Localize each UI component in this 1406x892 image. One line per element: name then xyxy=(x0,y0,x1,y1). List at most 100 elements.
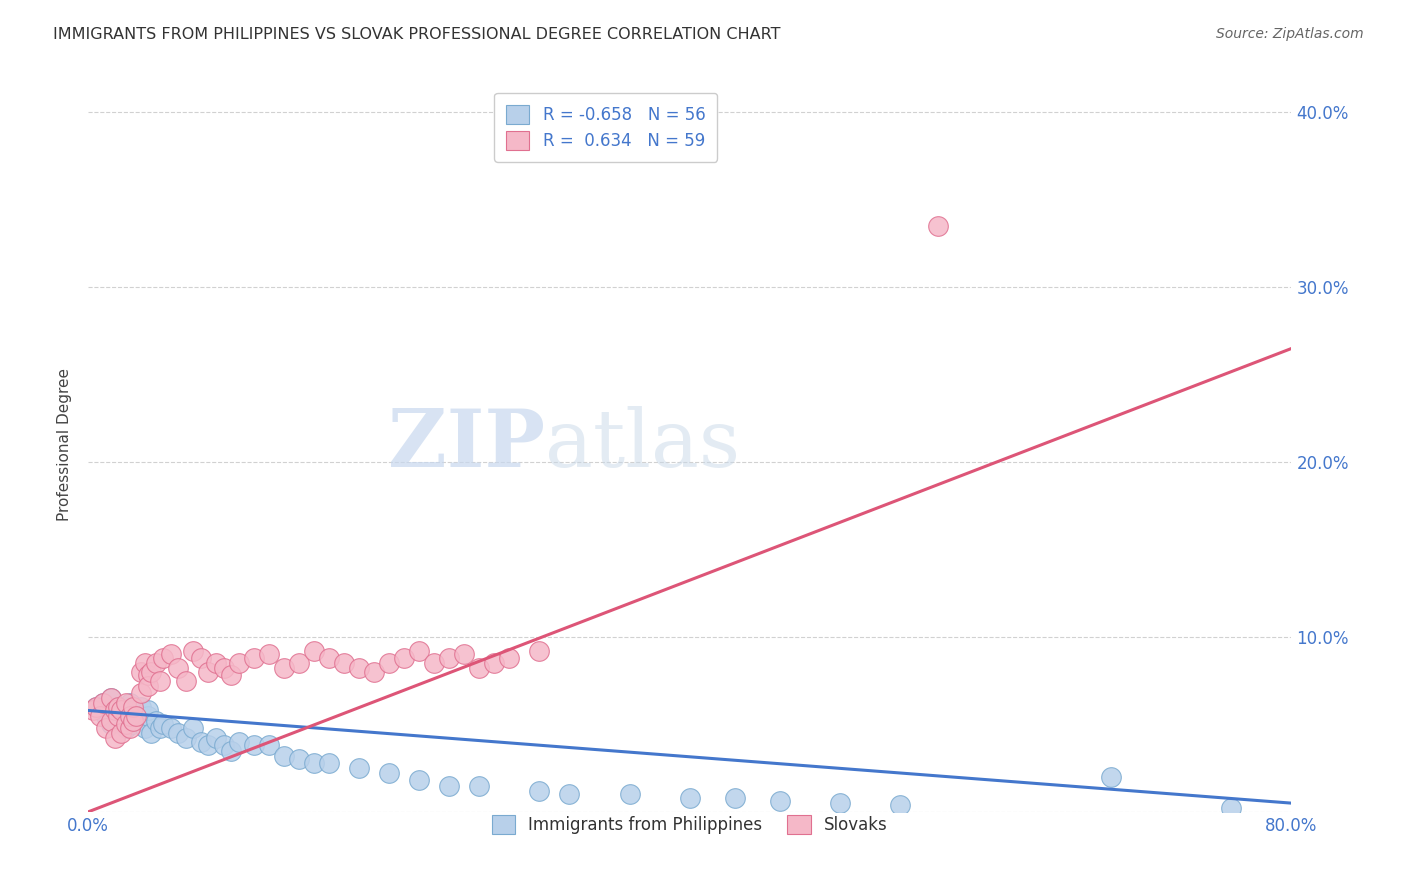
Point xyxy=(190,651,212,665)
Point xyxy=(453,648,475,662)
Point xyxy=(484,657,506,671)
Point xyxy=(91,697,114,711)
Y-axis label: Professional Degree: Professional Degree xyxy=(58,368,72,521)
Point xyxy=(529,644,551,658)
Point xyxy=(125,708,148,723)
Point xyxy=(114,717,136,731)
Text: IMMIGRANTS FROM PHILIPPINES VS SLOVAK PROFESSIONAL DEGREE CORRELATION CHART: IMMIGRANTS FROM PHILIPPINES VS SLOVAK PR… xyxy=(53,27,780,42)
Point xyxy=(378,657,401,671)
Point xyxy=(318,756,340,770)
Point xyxy=(242,739,264,753)
Point xyxy=(120,721,142,735)
Point xyxy=(219,744,242,758)
Point xyxy=(1220,801,1243,815)
Point xyxy=(174,731,197,746)
Text: Source: ZipAtlas.com: Source: ZipAtlas.com xyxy=(1216,27,1364,41)
Point xyxy=(104,731,127,746)
Point xyxy=(96,708,118,723)
Point xyxy=(205,731,228,746)
Point xyxy=(122,717,145,731)
Text: atlas: atlas xyxy=(546,406,741,483)
Point xyxy=(927,219,949,233)
Point xyxy=(104,703,127,717)
Point xyxy=(347,661,370,675)
Point xyxy=(100,691,122,706)
Point xyxy=(468,779,491,793)
Point xyxy=(100,717,122,731)
Point xyxy=(287,752,309,766)
Point xyxy=(136,703,159,717)
Point xyxy=(145,714,167,728)
Point xyxy=(363,665,385,679)
Point xyxy=(889,797,911,812)
Point xyxy=(830,796,852,810)
Point xyxy=(110,708,132,723)
Point xyxy=(183,644,205,658)
Point xyxy=(107,708,129,723)
Point xyxy=(347,761,370,775)
Point xyxy=(134,657,156,671)
Point xyxy=(423,657,446,671)
Point xyxy=(333,657,356,671)
Point xyxy=(122,714,145,728)
Point xyxy=(152,651,174,665)
Point xyxy=(190,735,212,749)
Point xyxy=(160,648,183,662)
Point xyxy=(205,657,228,671)
Point xyxy=(89,708,111,723)
Point xyxy=(378,766,401,780)
Point xyxy=(529,784,551,798)
Point xyxy=(149,721,172,735)
Point xyxy=(219,668,242,682)
Point xyxy=(197,665,219,679)
Point xyxy=(769,794,792,808)
Point xyxy=(619,788,641,802)
Point xyxy=(84,700,107,714)
Point xyxy=(84,700,107,714)
Point xyxy=(257,648,280,662)
Point xyxy=(302,644,325,658)
Point xyxy=(134,721,156,735)
Point xyxy=(1099,770,1122,784)
Point xyxy=(149,673,172,688)
Point xyxy=(122,703,145,717)
Point xyxy=(114,700,136,714)
Point xyxy=(197,739,219,753)
Point xyxy=(100,714,122,728)
Point xyxy=(392,651,415,665)
Point xyxy=(302,756,325,770)
Point xyxy=(437,651,460,665)
Point xyxy=(110,703,132,717)
Point xyxy=(129,686,152,700)
Point xyxy=(129,700,152,714)
Point xyxy=(408,773,430,788)
Point xyxy=(129,708,152,723)
Point xyxy=(145,657,167,671)
Point xyxy=(228,657,250,671)
Point xyxy=(273,661,295,675)
Point xyxy=(174,673,197,688)
Text: ZIP: ZIP xyxy=(388,406,546,483)
Point xyxy=(136,679,159,693)
Point xyxy=(257,739,280,753)
Point xyxy=(183,721,205,735)
Point xyxy=(212,661,235,675)
Point xyxy=(498,651,520,665)
Point xyxy=(318,651,340,665)
Point xyxy=(122,700,145,714)
Point xyxy=(141,665,163,679)
Point xyxy=(167,726,190,740)
Point xyxy=(136,708,159,723)
Point xyxy=(242,651,264,665)
Point xyxy=(468,661,491,675)
Point xyxy=(120,708,142,723)
Point xyxy=(228,735,250,749)
Point xyxy=(107,714,129,728)
Point xyxy=(91,697,114,711)
Point xyxy=(125,714,148,728)
Point xyxy=(152,717,174,731)
Point xyxy=(724,790,747,805)
Point xyxy=(408,644,430,658)
Legend: Immigrants from Philippines, Slovaks: Immigrants from Philippines, Slovaks xyxy=(482,805,898,844)
Point xyxy=(287,657,309,671)
